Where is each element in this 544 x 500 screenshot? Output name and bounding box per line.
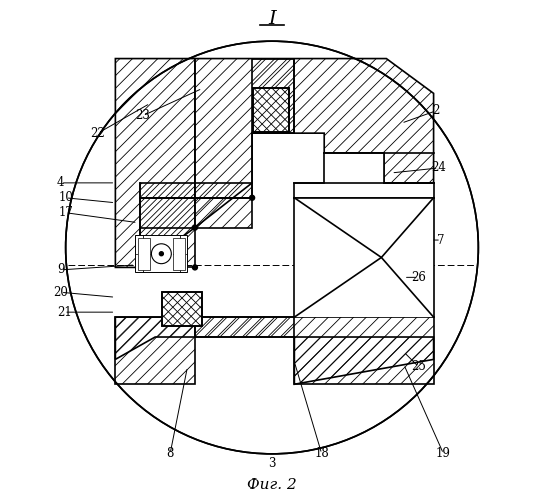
Text: 2: 2 bbox=[432, 104, 440, 118]
Circle shape bbox=[151, 244, 171, 264]
Circle shape bbox=[193, 265, 197, 270]
Text: 18: 18 bbox=[314, 448, 329, 460]
Text: 22: 22 bbox=[91, 126, 106, 140]
Polygon shape bbox=[162, 292, 202, 326]
Text: 26: 26 bbox=[411, 271, 426, 284]
Polygon shape bbox=[135, 235, 188, 273]
Polygon shape bbox=[253, 88, 289, 132]
Text: 20: 20 bbox=[53, 286, 68, 299]
Text: 10: 10 bbox=[58, 192, 73, 204]
Text: 9: 9 bbox=[57, 264, 64, 276]
Text: 7: 7 bbox=[437, 234, 445, 246]
Circle shape bbox=[193, 225, 197, 230]
Circle shape bbox=[66, 41, 478, 454]
Circle shape bbox=[159, 252, 163, 256]
Polygon shape bbox=[294, 153, 434, 198]
Polygon shape bbox=[294, 198, 434, 317]
Text: 25: 25 bbox=[411, 360, 426, 374]
Text: 21: 21 bbox=[57, 306, 72, 318]
Text: Фиг. 2: Фиг. 2 bbox=[247, 478, 297, 492]
Text: 3: 3 bbox=[268, 458, 276, 470]
Text: 8: 8 bbox=[166, 448, 174, 460]
Text: 19: 19 bbox=[436, 448, 451, 460]
Text: 4: 4 bbox=[57, 176, 64, 190]
Polygon shape bbox=[172, 238, 185, 270]
Circle shape bbox=[250, 196, 255, 200]
Polygon shape bbox=[138, 238, 150, 270]
Text: I: I bbox=[268, 10, 276, 28]
Text: 17: 17 bbox=[58, 206, 73, 219]
Text: 23: 23 bbox=[135, 110, 150, 122]
Text: 24: 24 bbox=[431, 162, 446, 174]
